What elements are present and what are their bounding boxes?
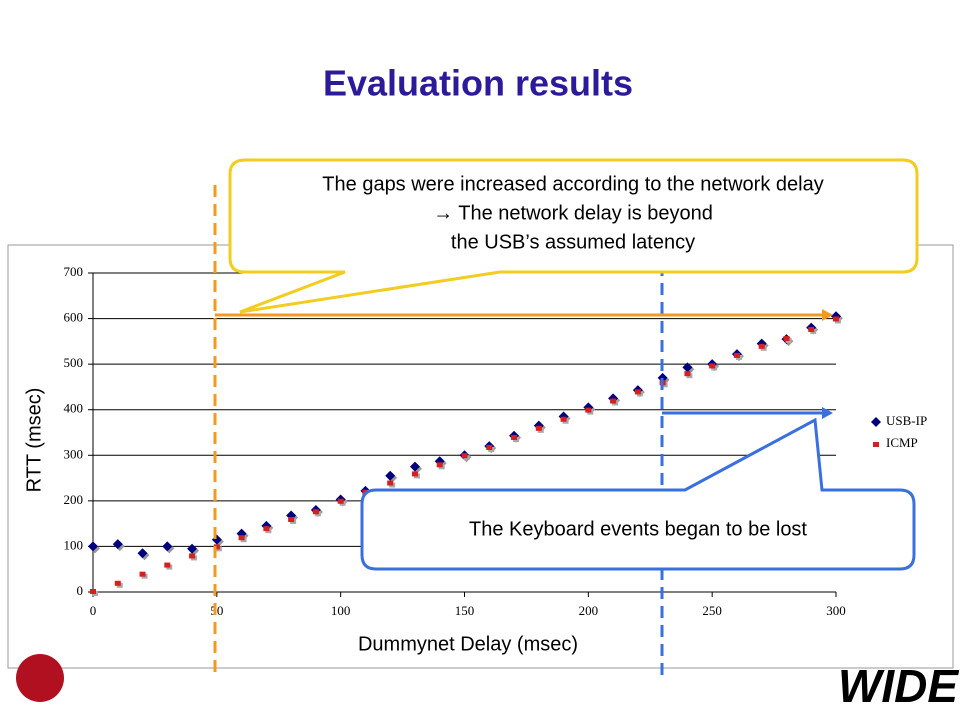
callout-text: The Keyboard events began to be lost <box>469 518 807 540</box>
y-tick-label: 300 <box>64 446 84 461</box>
marker <box>585 407 592 413</box>
marker <box>88 541 98 552</box>
marker <box>634 389 641 395</box>
marker <box>139 571 146 577</box>
marker <box>238 535 245 541</box>
y-tick-label: 200 <box>64 492 84 507</box>
x-tick-label: 100 <box>331 603 351 618</box>
x-tick-label: 250 <box>702 603 722 618</box>
marker <box>387 480 394 486</box>
callout-text: the USB’s assumed latency <box>451 231 695 253</box>
marker <box>409 461 420 472</box>
marker <box>682 362 693 373</box>
marker <box>137 548 148 559</box>
x-tick-label: 50 <box>210 603 223 618</box>
x-tick-label: 300 <box>826 603 846 618</box>
y-tick-label: 400 <box>64 401 84 416</box>
legend-marker <box>873 442 879 447</box>
marker <box>263 526 270 532</box>
marker <box>337 498 344 504</box>
marker <box>112 539 123 550</box>
marker <box>213 544 220 550</box>
marker <box>189 553 196 559</box>
marker <box>486 444 493 450</box>
x-tick-label: 200 <box>579 603 599 618</box>
marker <box>187 543 198 554</box>
legend-label: USB-IP <box>886 413 927 428</box>
y-axis-label: RTT (msec) <box>23 388 45 493</box>
slide-title: Evaluation results <box>323 63 633 104</box>
marker <box>511 434 518 440</box>
marker <box>833 316 839 322</box>
marker <box>783 336 790 342</box>
x-tick-label: 150 <box>455 603 475 618</box>
callout <box>228 158 919 314</box>
marker <box>114 580 121 586</box>
marker <box>733 352 740 358</box>
y-tick-label: 0 <box>77 583 84 598</box>
marker <box>461 453 468 459</box>
marker <box>312 509 319 515</box>
y-tick-label: 700 <box>64 264 84 279</box>
logo-emblem <box>16 654 64 702</box>
arrow-head <box>822 407 833 419</box>
marker <box>610 398 617 404</box>
marker <box>560 416 567 422</box>
marker <box>411 471 418 477</box>
marker <box>162 541 173 552</box>
marker <box>709 363 716 369</box>
x-tick-label: 0 <box>90 603 97 618</box>
marker <box>684 371 691 377</box>
marker <box>288 516 295 522</box>
y-tick-label: 100 <box>64 537 84 552</box>
marker <box>90 589 96 594</box>
marker <box>808 326 815 332</box>
callout-text: The gaps were increased according to the… <box>322 173 823 195</box>
legend-label: ICMP <box>886 435 918 450</box>
marker <box>436 462 443 468</box>
marker <box>385 470 396 481</box>
arrow-head <box>822 309 833 321</box>
x-axis-label: Dummynet Delay (msec) <box>358 633 578 655</box>
callout <box>360 417 916 571</box>
logo: WIDE <box>838 660 959 712</box>
y-tick-label: 600 <box>64 310 84 325</box>
marker <box>164 562 171 568</box>
legend-marker <box>871 417 881 427</box>
marker <box>758 343 765 349</box>
callout-text: → The network delay is beyond <box>433 202 713 224</box>
y-tick-label: 500 <box>64 355 84 370</box>
marker <box>535 425 542 431</box>
